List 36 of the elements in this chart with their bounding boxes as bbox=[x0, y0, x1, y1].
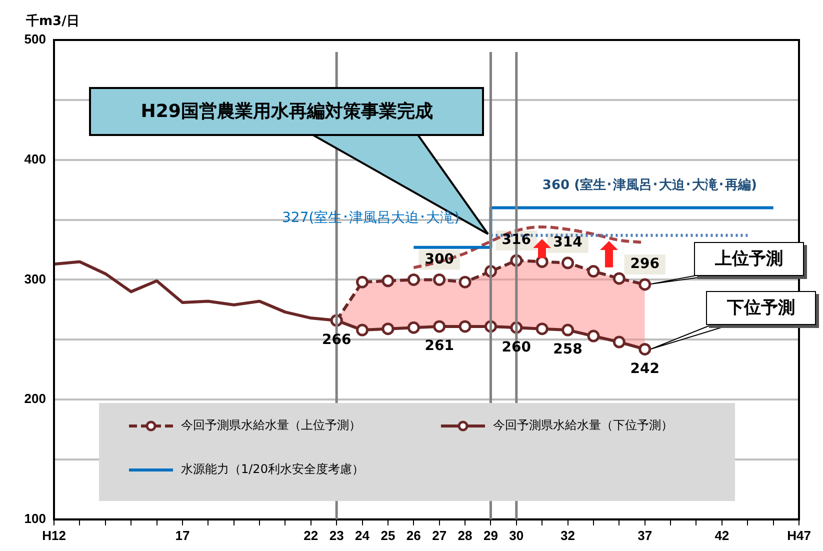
annotation: 下位予測 bbox=[706, 291, 816, 326]
x-tick-label: 42 bbox=[714, 528, 730, 543]
x-tick-label: H12 bbox=[42, 528, 66, 543]
data-label: 260 bbox=[502, 339, 532, 356]
data-label: 314 bbox=[553, 234, 583, 251]
legend-label: 水源能力（1/20利水安全度考慮） bbox=[181, 461, 364, 478]
data-label: 242 bbox=[630, 360, 660, 377]
x-tick-label: 27 bbox=[432, 528, 447, 543]
y-axis-title: 千m3/日 bbox=[26, 12, 80, 30]
x-tick-label: 22 bbox=[304, 528, 318, 543]
x-tick-label: 28 bbox=[458, 528, 472, 543]
x-tick-label: 26 bbox=[406, 528, 421, 543]
x-tick-label: 30 bbox=[509, 528, 524, 543]
data-label: 261 bbox=[424, 338, 454, 354]
annotation: 360 (室生･津風呂･大迫･大滝･再編) bbox=[542, 176, 757, 194]
y-tick-label: 200 bbox=[24, 391, 46, 406]
data-label: 296 bbox=[630, 256, 660, 272]
data-label: 266 bbox=[322, 332, 352, 348]
x-tick-label: H47 bbox=[787, 528, 811, 543]
y-tick-label: 300 bbox=[24, 271, 46, 286]
x-tick-label: 37 bbox=[638, 528, 652, 543]
legend-label: 今回予測県水給水量（上位予測） bbox=[181, 417, 361, 434]
x-tick-label: 24 bbox=[355, 528, 370, 543]
x-tick-label: 29 bbox=[483, 528, 498, 543]
x-tick-label: 32 bbox=[560, 528, 576, 543]
data-label: 316 bbox=[502, 232, 532, 248]
x-tick-label: 17 bbox=[175, 528, 190, 543]
y-tick-label: 400 bbox=[24, 151, 46, 166]
data-label: 258 bbox=[553, 342, 582, 358]
x-tick-label: 23 bbox=[329, 528, 344, 543]
y-tick-label: 100 bbox=[24, 510, 46, 526]
y-tick-label: 500 bbox=[24, 32, 46, 47]
legend-label: 今回予測県水給水量（下位予測） bbox=[493, 417, 673, 434]
annotation: 上位予測 bbox=[694, 242, 804, 276]
x-tick-label: 25 bbox=[380, 528, 396, 543]
annotation: H29国営農業用水再編対策事業完成 bbox=[90, 88, 484, 136]
